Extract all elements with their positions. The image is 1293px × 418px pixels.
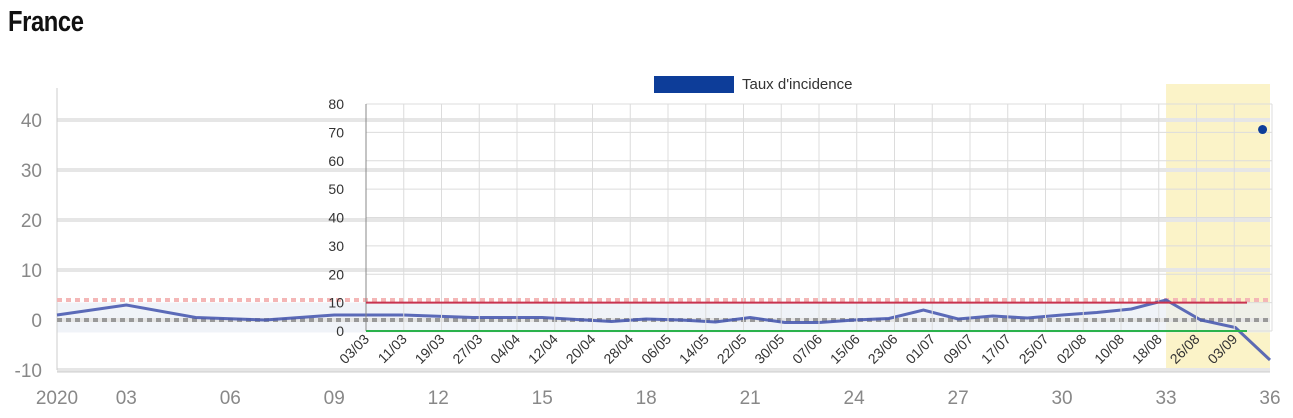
- bg-x-tick-label: 21: [740, 388, 761, 409]
- overlay-y-tick-label: 50: [328, 181, 344, 197]
- overlay-x-date-label: 18/08: [1129, 331, 1165, 367]
- chart-legend: Taux d'incidence: [654, 76, 852, 93]
- overlay-x-date-label: 06/05: [638, 331, 674, 367]
- bg-x-tick-label: 24: [844, 388, 866, 409]
- overlay-x-date-label: 30/05: [751, 331, 787, 367]
- overlay-x-date-label: 04/04: [487, 331, 523, 367]
- overlay-y-tick-label: 60: [328, 153, 344, 169]
- overlay-x-date-label: 02/08: [1053, 331, 1089, 367]
- legend-label: Taux d'incidence: [742, 76, 852, 93]
- bg-x-tick-label: 09: [324, 388, 345, 409]
- bg-x-tick-label: 36: [1259, 388, 1280, 409]
- incidence-point: [1258, 125, 1268, 135]
- bg-x-tick-label: 33: [1155, 388, 1176, 409]
- overlay-x-date-label: 01/07: [902, 331, 938, 367]
- bg-x-tick-label: 18: [636, 388, 657, 409]
- overlay-x-date-label: 14/05: [676, 331, 712, 367]
- overlay-x-date-label: 07/06: [789, 331, 825, 367]
- bg-x-tick-label: 06: [220, 388, 241, 409]
- bg-y-tick-label: 30: [21, 161, 42, 182]
- overlay-x-date-label: 27/03: [449, 331, 485, 367]
- overlay-x-date-label: 19/03: [412, 331, 448, 367]
- overlay-y-tick-label: 10: [328, 295, 344, 311]
- overlay-x-date-label: 10/08: [1091, 331, 1127, 367]
- overlay-x-date-label: 23/06: [865, 331, 901, 367]
- bg-y-tick-label: 10: [21, 261, 42, 282]
- page-title: France: [8, 6, 84, 38]
- bg-x-tick-label: 27: [948, 388, 969, 409]
- overlay-x-date-label: 11/03: [375, 331, 411, 367]
- overlay-y-tick-label: 80: [328, 96, 344, 112]
- overlay-x-date-label: 09/07: [940, 331, 976, 367]
- bg-x-tick-label: 30: [1051, 388, 1072, 409]
- overlay-y-tick-label: 0: [336, 323, 344, 339]
- overlay-y-tick-label: 20: [328, 266, 344, 282]
- bg-x-tick-label: 15: [532, 388, 553, 409]
- zero-band: [57, 302, 1270, 333]
- overlay-x-date-label: 12/04: [525, 331, 561, 367]
- overlay-x-date-label: 17/07: [978, 331, 1014, 367]
- background-chart: -10 0 10 20 30 40 2020 03 06 09 12 15 18 21 24 27 30 33 36: [15, 84, 1281, 409]
- bg-y-tick-label: 20: [21, 211, 42, 232]
- bg-y-tick-label: 40: [21, 111, 42, 132]
- bg-x-tick-label: 2020: [36, 388, 78, 409]
- bg-x-tick-label: 12: [428, 388, 449, 409]
- legend-swatch: [654, 76, 734, 93]
- overlay-x-date-label: 15/06: [827, 331, 863, 367]
- overlay-x-date-label: 25/07: [1016, 331, 1052, 367]
- overlay-y-tick-label: 70: [328, 124, 344, 140]
- overlay-x-date-label: 22/05: [714, 331, 750, 367]
- bg-y-tick-label: -10: [15, 361, 42, 382]
- bg-series-line: [56, 298, 1272, 362]
- overlay-x-date-label: 28/04: [600, 331, 636, 367]
- bg-y-tick-label: 0: [31, 311, 42, 332]
- bg-x-tick-label: 03: [116, 388, 137, 409]
- overlay-y-tick-label: 40: [328, 210, 344, 226]
- overlay-y-tick-label: 30: [328, 238, 344, 254]
- overlay-x-date-label: 20/04: [563, 331, 599, 367]
